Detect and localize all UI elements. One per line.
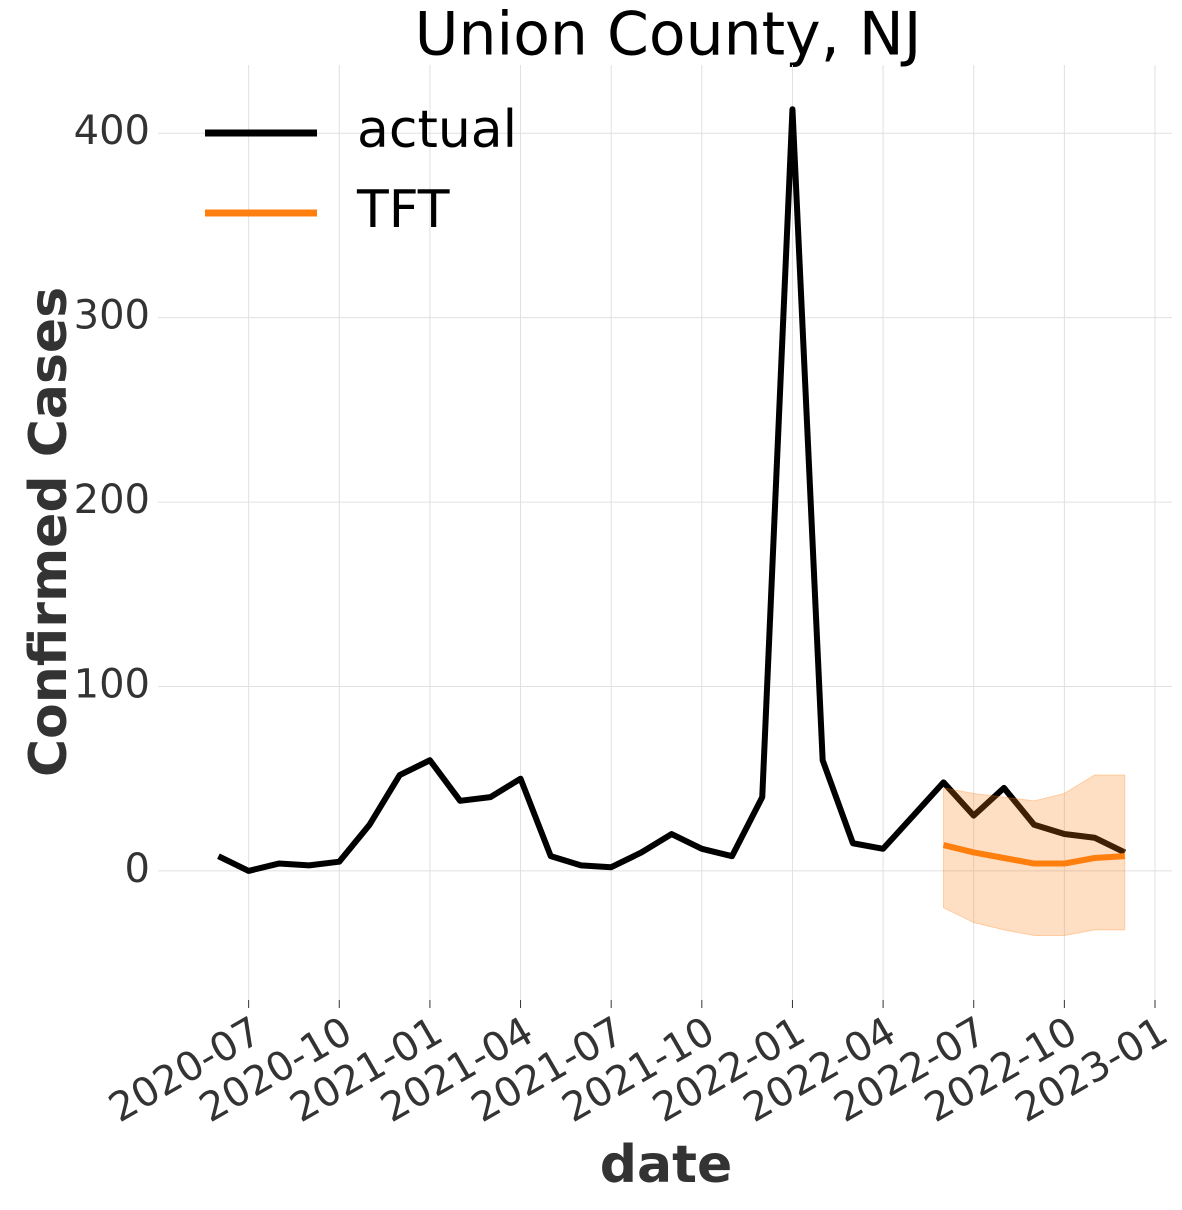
- legend-label: actual: [357, 100, 517, 160]
- y-tick-label: 100: [74, 661, 150, 707]
- series-line: [942, 842, 1125, 867]
- legend: actual TFT: [205, 100, 517, 240]
- y-tick-label: 300: [74, 293, 150, 339]
- legend-label: TFT: [356, 180, 450, 240]
- y-tick-label: 0: [125, 846, 150, 892]
- confidence-band: [943, 774, 1126, 936]
- y-tick-label: 400: [74, 108, 150, 154]
- x-axis-label: date: [600, 1135, 732, 1195]
- series-line: [217, 106, 1127, 874]
- chart-title: Union County, NJ: [415, 0, 922, 70]
- y-axis-label: Confirmed Cases: [19, 287, 79, 777]
- y-tick-label: 200: [74, 477, 150, 523]
